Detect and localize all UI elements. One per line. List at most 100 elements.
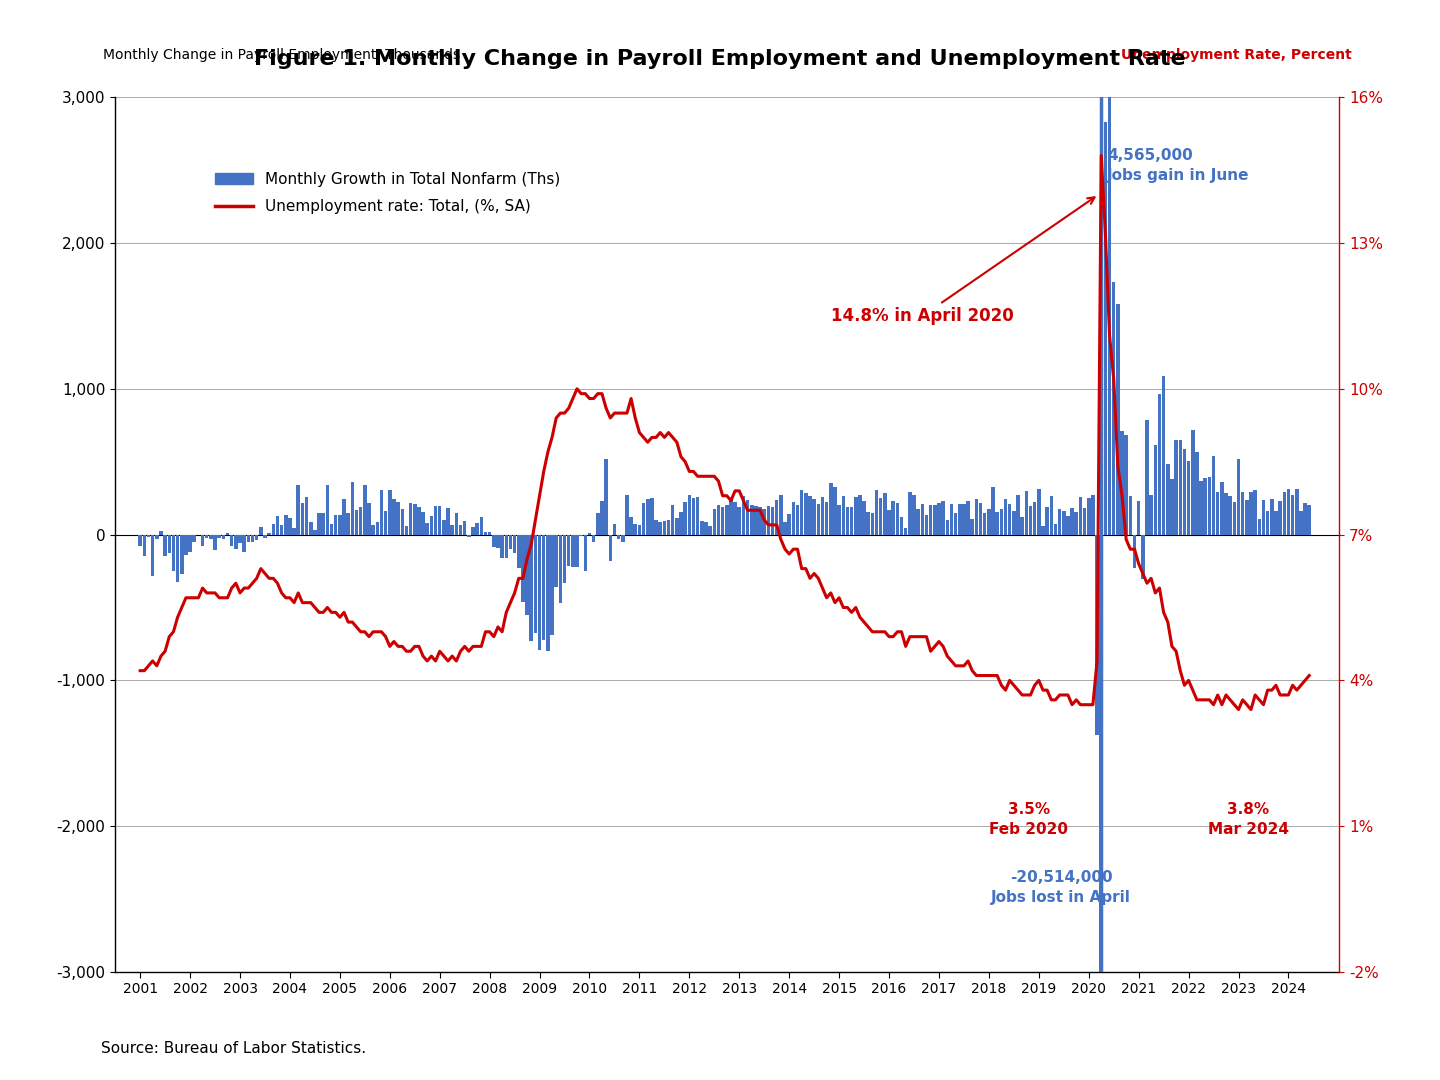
Bar [1274, 511, 1277, 535]
Bar [559, 535, 562, 603]
Bar [845, 508, 850, 535]
Bar [492, 535, 495, 546]
Bar [1138, 501, 1140, 535]
Bar [1253, 490, 1257, 535]
Bar [924, 515, 929, 535]
Bar [330, 524, 333, 535]
Bar [1279, 501, 1282, 535]
Bar [642, 502, 645, 535]
Bar [937, 503, 940, 535]
Bar [572, 535, 575, 567]
Text: 14.8% in April 2020: 14.8% in April 2020 [831, 198, 1094, 325]
Legend: Monthly Growth in Total Nonfarm (Ths), Unemployment rate: Total, (%, SA): Monthly Growth in Total Nonfarm (Ths), U… [209, 166, 566, 220]
Bar [334, 515, 337, 535]
Bar [1237, 459, 1240, 535]
Bar [180, 535, 183, 575]
Bar [929, 504, 933, 535]
Text: Source: Bureau of Labor Statistics.: Source: Bureau of Labor Statistics. [101, 1041, 366, 1056]
Bar [966, 501, 971, 535]
Bar [658, 523, 662, 535]
Bar [554, 535, 557, 588]
Bar [647, 499, 649, 535]
Bar [425, 523, 429, 535]
Bar [825, 502, 828, 535]
Bar [455, 513, 458, 535]
Bar [953, 513, 958, 535]
Bar [1129, 496, 1132, 535]
Bar [1171, 480, 1174, 535]
Bar [916, 509, 920, 535]
Bar [783, 523, 786, 535]
Bar [1116, 303, 1120, 535]
Bar [900, 516, 903, 535]
Bar [275, 516, 279, 535]
Bar [1021, 517, 1024, 535]
Bar [984, 513, 986, 535]
Bar [1228, 496, 1233, 535]
Bar [1103, 122, 1107, 535]
Bar [746, 500, 749, 535]
Bar [600, 501, 603, 535]
Bar [841, 496, 845, 535]
Bar [497, 535, 500, 549]
Bar [288, 518, 292, 535]
Bar [213, 535, 217, 550]
Bar [517, 535, 520, 568]
Bar [713, 510, 716, 535]
Bar [896, 503, 899, 535]
Text: Figure 1. Monthly Change in Payroll Employment and Unemployment Rate: Figure 1. Monthly Change in Payroll Empl… [255, 49, 1185, 69]
Bar [816, 503, 821, 535]
Bar [317, 513, 321, 535]
Bar [387, 490, 392, 535]
Bar [1270, 499, 1273, 535]
Bar [759, 508, 762, 535]
Bar [500, 535, 504, 558]
Bar [1079, 497, 1083, 535]
Bar [988, 509, 991, 535]
Bar [680, 512, 683, 535]
Bar [799, 490, 804, 535]
Bar [942, 501, 945, 535]
Bar [596, 513, 599, 535]
Bar [1246, 500, 1248, 535]
Bar [521, 535, 524, 602]
Bar [1083, 508, 1086, 535]
Bar [1224, 494, 1228, 535]
Bar [1100, 535, 1103, 1080]
Bar [792, 502, 795, 535]
Bar [312, 530, 317, 535]
Bar [292, 528, 295, 535]
Bar [933, 504, 936, 535]
Bar [480, 517, 482, 535]
Bar [242, 535, 246, 552]
Bar [867, 512, 870, 535]
Bar [579, 535, 583, 536]
Bar [475, 523, 480, 535]
Bar [1250, 491, 1253, 535]
Bar [971, 519, 973, 535]
Bar [396, 502, 400, 535]
Bar [878, 498, 883, 535]
Bar [350, 482, 354, 535]
Bar [1233, 502, 1236, 535]
Bar [1037, 489, 1041, 535]
Bar [999, 509, 1004, 535]
Bar [887, 510, 891, 535]
Bar [433, 507, 438, 535]
Text: Unemployment Rate, Percent: Unemployment Rate, Percent [1120, 49, 1352, 63]
Text: 3.8%
Mar 2024: 3.8% Mar 2024 [1208, 801, 1289, 837]
Bar [904, 528, 907, 535]
Bar [1125, 435, 1128, 535]
Bar [189, 535, 192, 552]
Bar [750, 505, 753, 535]
Bar [310, 522, 312, 535]
Bar [405, 526, 408, 535]
Bar [259, 527, 262, 535]
Bar [238, 535, 242, 542]
Bar [413, 503, 416, 535]
Bar [975, 499, 978, 535]
Bar [217, 535, 220, 538]
Bar [662, 521, 667, 535]
Bar [1153, 445, 1158, 535]
Bar [484, 532, 487, 535]
